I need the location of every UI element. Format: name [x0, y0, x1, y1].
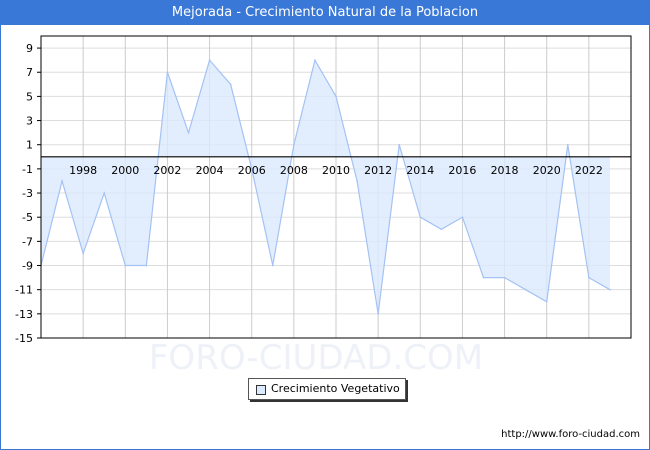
y-tick-label: -9	[22, 260, 33, 273]
y-tick-label: -3	[22, 187, 33, 200]
plot-border	[40, 35, 632, 339]
legend-swatch	[256, 385, 266, 395]
x-tick-label: 2002	[153, 164, 181, 177]
x-tick-label: 2006	[238, 164, 266, 177]
y-tick-label: -5	[22, 211, 33, 224]
x-tick-label: 2012	[364, 164, 392, 177]
legend: Crecimiento Vegetativo	[248, 378, 406, 400]
data-point	[145, 264, 148, 267]
watermark: FORO-CIUDAD.COM	[149, 338, 483, 378]
x-tick-label: 2022	[575, 164, 603, 177]
data-point	[103, 192, 106, 194]
x-tick-label: 2018	[491, 164, 519, 177]
y-tick-label: -7	[22, 235, 33, 248]
data-point	[335, 95, 337, 98]
data-point	[82, 252, 84, 255]
data-point	[124, 264, 127, 267]
data-point	[166, 71, 169, 74]
y-tick-label: -1	[22, 163, 33, 176]
x-tick-label: 2010	[322, 164, 350, 177]
data-point	[461, 216, 464, 218]
data-point	[377, 313, 379, 315]
x-tick-label: 2004	[196, 164, 224, 177]
data-point	[419, 216, 422, 218]
data-point	[545, 300, 548, 303]
data-point	[250, 168, 253, 170]
data-point	[609, 288, 611, 291]
data-point	[398, 143, 401, 146]
x-tick-label: 2020	[533, 164, 561, 177]
footer-url[interactable]: http://www.foro-ciudad.com	[501, 429, 640, 440]
data-point	[271, 264, 274, 267]
data-point	[524, 288, 527, 291]
y-tick-label: -13	[15, 308, 33, 321]
data-point	[229, 83, 232, 86]
data-point	[293, 143, 295, 146]
data-point	[482, 276, 485, 279]
y-tick-label: -11	[15, 284, 33, 297]
data-point	[314, 59, 316, 61]
x-tick-label: 2014	[406, 164, 434, 177]
data-point	[356, 180, 358, 182]
y-tick-label: 5	[26, 90, 33, 103]
x-tick-label: 2008	[280, 164, 308, 177]
x-tick-label: 2000	[111, 164, 139, 177]
data-point	[503, 276, 506, 279]
y-tick-label: 7	[26, 66, 33, 79]
y-tick-label: -15	[15, 332, 33, 345]
series-area	[41, 60, 610, 314]
y-tick-label: 1	[26, 139, 33, 152]
data-point	[208, 59, 211, 61]
data-point	[440, 228, 443, 231]
data-point	[566, 143, 569, 146]
legend-label: Crecimiento Vegetativo	[271, 382, 400, 395]
y-tick-label: 3	[26, 115, 33, 128]
y-tick-label: 9	[26, 42, 33, 55]
chart-title: Mejorada - Crecimiento Natural de la Pob…	[1, 1, 649, 25]
data-point	[61, 180, 63, 182]
x-tick-label: 1998	[69, 164, 97, 177]
data-point	[588, 276, 590, 279]
series-line	[40, 58, 611, 314]
x-tick-label: 2016	[448, 164, 476, 177]
data-point	[187, 131, 190, 134]
